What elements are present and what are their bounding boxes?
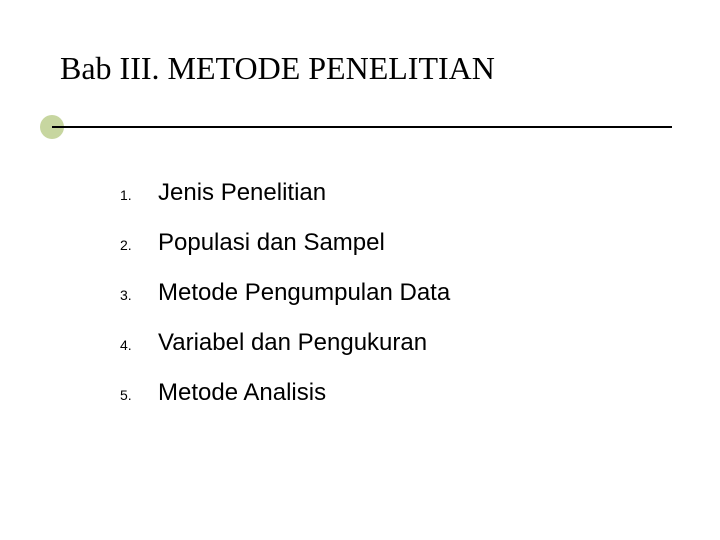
list-item: 2. Populasi dan Sampel <box>120 229 660 257</box>
item-number: 1. <box>120 187 158 203</box>
title-underline <box>40 115 660 139</box>
item-text: Metode Analisis <box>158 379 326 407</box>
item-text: Variabel dan Pengukuran <box>158 329 427 357</box>
list-item: 5. Metode Analisis <box>120 379 660 407</box>
list-item: 3. Metode Pengumpulan Data <box>120 279 660 307</box>
list-item: 1. Jenis Penelitian <box>120 179 660 207</box>
item-text: Metode Pengumpulan Data <box>158 279 450 307</box>
item-number: 3. <box>120 287 158 303</box>
list-item: 4. Variabel dan Pengukuran <box>120 329 660 357</box>
accent-line <box>52 126 672 128</box>
slide-title: Bab III. METODE PENELITIAN <box>60 50 660 87</box>
item-number: 5. <box>120 387 158 403</box>
outline-list: 1. Jenis Penelitian 2. Populasi dan Samp… <box>120 179 660 407</box>
item-text: Populasi dan Sampel <box>158 229 385 257</box>
item-number: 2. <box>120 237 158 253</box>
slide: Bab III. METODE PENELITIAN 1. Jenis Pene… <box>0 0 720 540</box>
item-number: 4. <box>120 337 158 353</box>
item-text: Jenis Penelitian <box>158 179 326 207</box>
